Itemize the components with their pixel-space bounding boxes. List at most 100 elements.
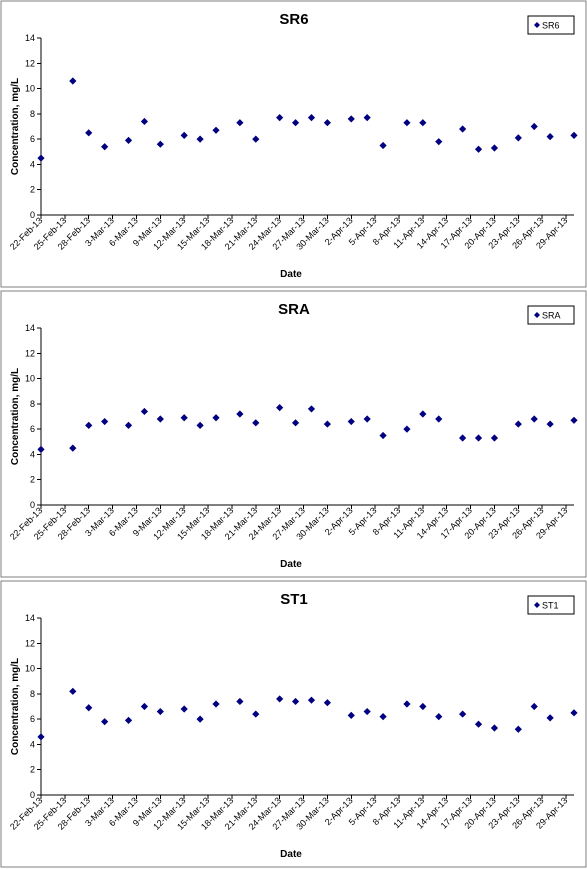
y-tick-label: 2 xyxy=(30,475,35,485)
data-point xyxy=(101,718,109,726)
data-point xyxy=(347,711,355,719)
legend-label: ST1 xyxy=(542,601,559,611)
data-point xyxy=(124,716,133,725)
data-point xyxy=(276,114,284,122)
legend-box xyxy=(527,15,575,35)
data-point xyxy=(85,421,93,429)
data-point xyxy=(570,131,578,139)
data-point xyxy=(363,707,371,716)
data-point xyxy=(323,420,331,428)
data-point xyxy=(156,140,164,148)
data-point xyxy=(252,135,260,143)
data-point xyxy=(403,119,411,127)
data-point xyxy=(196,135,204,143)
data-point xyxy=(474,145,483,153)
data-point xyxy=(379,713,387,721)
data-point xyxy=(252,710,260,718)
data-point xyxy=(363,415,371,423)
data-point xyxy=(490,144,499,152)
chart-title: SRA xyxy=(278,301,310,318)
data-point xyxy=(530,702,538,711)
chart-frame xyxy=(0,290,587,578)
data-point xyxy=(546,420,554,428)
y-axis-title: Concentration, mg/L xyxy=(10,658,21,755)
data-point xyxy=(514,725,522,733)
data-point xyxy=(291,697,300,706)
data-point xyxy=(419,702,427,711)
data-point xyxy=(546,714,554,722)
y-tick-label: 14 xyxy=(25,33,35,43)
data-point xyxy=(379,431,387,440)
data-point xyxy=(419,119,427,127)
data-point xyxy=(347,115,355,123)
data-point xyxy=(307,114,316,122)
legend-box xyxy=(527,305,575,325)
data-point xyxy=(236,410,244,418)
y-tick-label: 10 xyxy=(25,374,35,384)
data-point xyxy=(69,687,77,695)
legend-marker xyxy=(534,602,540,608)
data-point xyxy=(363,114,371,122)
data-point xyxy=(212,126,220,134)
data-point xyxy=(37,733,45,741)
data-point xyxy=(236,697,244,706)
data-point xyxy=(403,425,411,433)
data-point xyxy=(307,696,316,704)
data-point xyxy=(435,713,443,721)
y-tick-label: 0 xyxy=(30,210,35,220)
data-point xyxy=(37,154,45,162)
data-point xyxy=(459,125,467,133)
y-tick-label: 0 xyxy=(30,500,35,510)
y-tick-label: 14 xyxy=(25,613,35,623)
y-tick-label: 6 xyxy=(30,714,35,724)
chart-frame xyxy=(0,580,587,868)
y-axis-title: Concentration, mg/L xyxy=(10,368,21,465)
chart-panel-st1: ST10246810121422-Feb-1325-Feb-1328-Feb-1… xyxy=(0,580,587,868)
data-point xyxy=(490,724,499,732)
data-point xyxy=(459,710,467,718)
data-point xyxy=(180,705,188,713)
data-point xyxy=(180,131,188,139)
data-point xyxy=(124,136,133,145)
y-tick-label: 0 xyxy=(30,790,35,800)
data-point xyxy=(140,117,149,126)
data-point xyxy=(85,129,93,137)
data-point xyxy=(403,700,411,708)
y-tick-label: 4 xyxy=(30,449,35,459)
x-axis-title: Date xyxy=(280,849,302,860)
data-point xyxy=(140,702,149,711)
y-tick-label: 8 xyxy=(30,689,35,699)
data-point xyxy=(69,444,77,452)
data-point xyxy=(291,419,300,427)
chart-panel-sr6: SR60246810121422-Feb-1325-Feb-1328-Feb-1… xyxy=(0,0,587,288)
data-point xyxy=(236,119,244,127)
data-point xyxy=(37,445,45,453)
data-point xyxy=(212,414,220,422)
y-tick-label: 12 xyxy=(25,58,35,68)
data-point xyxy=(156,415,164,423)
y-tick-label: 2 xyxy=(30,185,35,195)
data-point xyxy=(252,419,260,427)
y-tick-label: 12 xyxy=(25,348,35,358)
y-tick-label: 12 xyxy=(25,638,35,648)
y-axis-title: Concentration, mg/L xyxy=(10,78,21,175)
data-point xyxy=(490,434,499,442)
data-point xyxy=(101,417,109,426)
data-point xyxy=(101,143,109,151)
x-axis-title: Date xyxy=(280,269,302,280)
data-point xyxy=(85,704,93,712)
data-point xyxy=(323,119,331,127)
data-point xyxy=(196,421,204,429)
data-point xyxy=(291,119,300,127)
data-point xyxy=(546,133,554,141)
data-point xyxy=(570,416,578,424)
y-tick-label: 10 xyxy=(25,664,35,674)
data-point xyxy=(69,77,77,85)
y-tick-label: 8 xyxy=(30,109,35,119)
chart-panel-sra: SRA0246810121422-Feb-1325-Feb-1328-Feb-1… xyxy=(0,290,587,578)
data-point xyxy=(435,138,443,146)
data-point xyxy=(124,421,133,429)
data-point xyxy=(307,405,316,413)
y-tick-label: 10 xyxy=(25,84,35,94)
